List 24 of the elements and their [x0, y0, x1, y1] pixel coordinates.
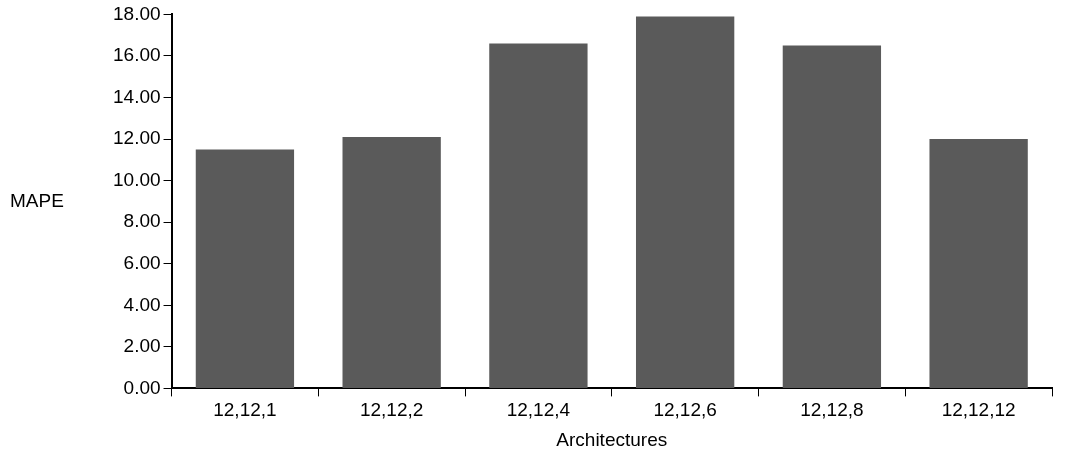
x-tick-label: 12,12,8: [800, 399, 864, 421]
x-tick-label: 12,12,2: [359, 399, 424, 421]
y-tick-label: 2.00: [123, 335, 161, 357]
y-tick-label: 12.00: [113, 127, 161, 149]
y-tick-label: 8.00: [123, 210, 161, 232]
bar: [342, 136, 441, 388]
y-axis-title: MAPE: [10, 189, 64, 211]
bar: [929, 139, 1028, 388]
bar: [635, 16, 735, 388]
x-axis-title: Architectures: [556, 428, 668, 450]
y-tick-label: 4.00: [123, 293, 161, 315]
y-tick-label: 18.00: [113, 2, 161, 24]
y-tick-label: 10.00: [113, 168, 161, 190]
bar: [489, 43, 588, 388]
x-tick-label: 12,12,12: [941, 399, 1016, 421]
x-tick-label: 12,12,4: [506, 399, 571, 421]
y-tick-label: 6.00: [123, 251, 161, 273]
y-tick-label: 0.00: [123, 376, 161, 398]
y-tick-label: 16.00: [113, 44, 161, 66]
x-tick-label: 12,12,1: [213, 399, 277, 421]
x-tick-label: 12,12,6: [653, 399, 717, 421]
bar: [782, 45, 882, 388]
bar: [195, 149, 295, 388]
y-tick-label: 14.00: [113, 85, 161, 107]
